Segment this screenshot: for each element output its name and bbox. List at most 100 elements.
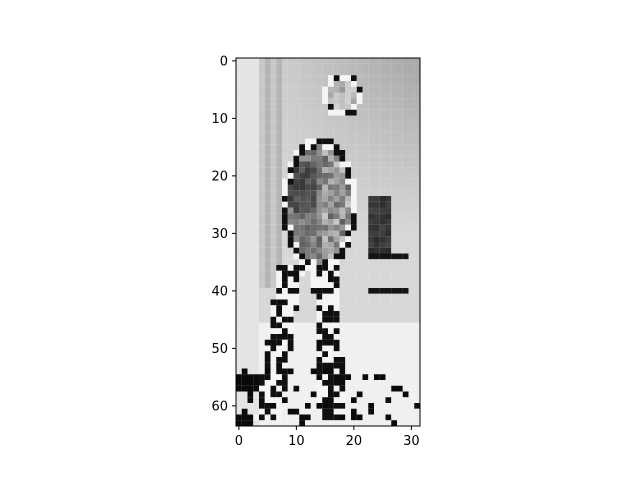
heatmap-cell: [333, 397, 340, 404]
heatmap-cell: [356, 115, 363, 122]
heatmap-cell: [241, 322, 248, 329]
heatmap-cell: [236, 403, 242, 409]
heatmap-cell: [385, 403, 392, 409]
heatmap-cell: [328, 270, 334, 277]
heatmap-cell: [402, 265, 409, 271]
heatmap-cell: [247, 219, 254, 225]
heatmap-cell: [328, 380, 334, 386]
heatmap-cell: [270, 357, 277, 363]
heatmap-cell: [241, 242, 248, 248]
heatmap-cell: [408, 167, 415, 174]
heatmap-cell: [339, 420, 346, 427]
heatmap-cell: [287, 397, 294, 404]
heatmap-cell: [391, 305, 398, 312]
heatmap-cell: [316, 196, 323, 202]
heatmap-cell: [282, 403, 288, 409]
heatmap-cell: [299, 247, 306, 254]
heatmap-cell: [385, 201, 392, 208]
heatmap-cell: [345, 362, 352, 369]
heatmap-cell: [264, 190, 271, 197]
heatmap-cell: [305, 224, 311, 231]
heatmap-cell: [236, 115, 242, 122]
heatmap-cell: [259, 328, 265, 335]
heatmap-cell: [299, 403, 306, 409]
heatmap-cell: [322, 328, 329, 335]
heatmap-cell: [391, 414, 398, 421]
heatmap-cell: [241, 328, 248, 335]
heatmap-cell: [236, 362, 242, 369]
heatmap-cell: [282, 98, 288, 105]
heatmap-cell: [264, 288, 271, 294]
heatmap-cell: [391, 75, 398, 82]
heatmap-cell: [305, 201, 311, 208]
heatmap-cell: [264, 380, 271, 386]
heatmap-cell: [385, 115, 392, 122]
heatmap-cell: [241, 63, 248, 70]
heatmap-cell: [379, 345, 386, 352]
heatmap-cell: [276, 374, 283, 381]
heatmap-cell: [351, 63, 357, 70]
heatmap-cell: [264, 75, 271, 82]
heatmap-cell: [368, 86, 375, 93]
heatmap-cell: [351, 328, 357, 335]
heatmap-cell: [253, 288, 260, 294]
heatmap-cell: [310, 155, 317, 162]
heatmap-cell: [282, 167, 288, 174]
heatmap-cell: [397, 230, 403, 237]
heatmap-cell: [339, 247, 346, 254]
heatmap-cell: [299, 98, 306, 105]
heatmap-cell: [310, 368, 317, 375]
heatmap-cell: [236, 178, 242, 185]
heatmap-cell: [328, 374, 334, 381]
heatmap-cell: [247, 351, 254, 358]
heatmap-cell: [253, 380, 260, 386]
heatmap-cell: [322, 132, 329, 139]
heatmap-cell: [362, 132, 369, 139]
heatmap-cell: [379, 328, 386, 335]
heatmap-cell: [264, 316, 271, 323]
heatmap-cell: [264, 104, 271, 110]
heatmap-cell: [414, 391, 421, 398]
heatmap-cell: [362, 276, 369, 283]
heatmap-cell: [305, 328, 311, 335]
heatmap-cell: [402, 75, 409, 82]
heatmap-cell: [287, 357, 294, 363]
heatmap-cell: [282, 420, 288, 427]
heatmap-cell: [368, 351, 375, 358]
heatmap-cell: [316, 230, 323, 237]
heatmap-cell: [276, 127, 283, 133]
heatmap-cell: [310, 414, 317, 421]
heatmap-cell: [241, 201, 248, 208]
heatmap-cell: [356, 288, 363, 294]
heatmap-cell: [253, 201, 260, 208]
heatmap-cell: [259, 190, 265, 197]
heatmap-cell: [414, 115, 421, 122]
heatmap-cell: [305, 219, 311, 225]
heatmap-cell: [368, 92, 375, 99]
heatmap-cell: [253, 322, 260, 329]
heatmap-cell: [293, 224, 300, 231]
heatmap-cell: [316, 201, 323, 208]
heatmap-cell: [264, 115, 271, 122]
heatmap-cell: [374, 259, 380, 266]
heatmap-cell: [397, 184, 403, 191]
heatmap-cell: [236, 265, 242, 271]
heatmap-cell: [247, 150, 254, 156]
heatmap-cell: [408, 374, 415, 381]
heatmap-cell: [247, 380, 254, 386]
heatmap-cell: [270, 150, 277, 156]
heatmap-cell: [351, 224, 357, 231]
heatmap-cell: [328, 305, 334, 312]
heatmap-cell: [414, 316, 421, 323]
heatmap-cell: [287, 311, 294, 317]
heatmap-cell: [362, 92, 369, 99]
heatmap-cell: [322, 288, 329, 294]
heatmap-cell: [345, 253, 352, 260]
heatmap-cell: [241, 345, 248, 352]
heatmap-cell: [247, 190, 254, 197]
heatmap-cell: [299, 127, 306, 133]
heatmap-cell: [391, 420, 398, 427]
heatmap-cell: [328, 247, 334, 254]
heatmap-cell: [328, 334, 334, 340]
heatmap-cell: [414, 345, 421, 352]
